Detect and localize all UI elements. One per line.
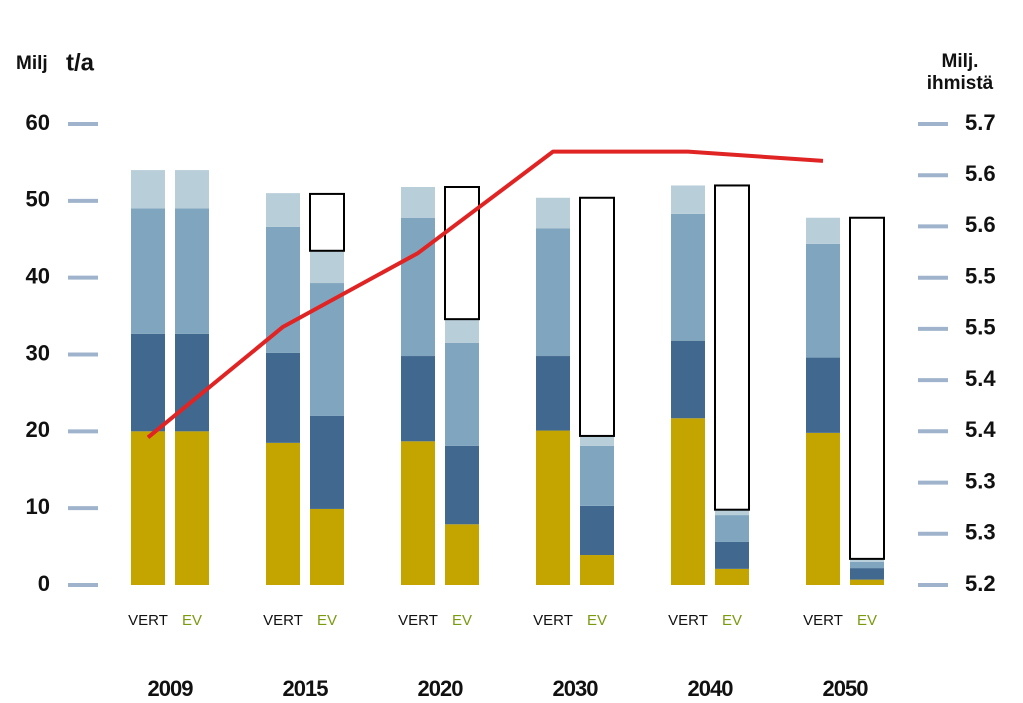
bar-segment — [715, 568, 749, 585]
y2-tick-label: 5.5 — [965, 264, 996, 289]
bar-segment — [310, 508, 344, 585]
bar-segment — [131, 208, 165, 334]
bar-segment — [131, 333, 165, 432]
y2-tick-label: 5.4 — [965, 417, 996, 442]
bar-segment — [175, 170, 209, 209]
y2-tick-label: 5.3 — [965, 520, 996, 545]
x-tick-label: EV — [587, 612, 607, 629]
x-tick-label: EV — [857, 612, 877, 629]
bar-segment — [671, 418, 705, 585]
bar-segment — [310, 283, 344, 416]
group-label: 2020 — [418, 676, 464, 701]
bar-segment — [580, 435, 614, 446]
y-tick-label: 30 — [26, 340, 50, 365]
group-label: 2009 — [148, 676, 194, 701]
bar-segment — [444, 186, 480, 321]
bar-segment — [671, 185, 705, 214]
y2-tick-label: 5.6 — [965, 161, 996, 186]
y2-axis-label: ihmistä — [927, 73, 994, 94]
bar-segment — [850, 561, 884, 569]
bar-segment — [445, 342, 479, 446]
y2-tick-label: 5.2 — [965, 571, 996, 596]
bar-segment — [310, 250, 344, 284]
y-tick-label: 10 — [26, 494, 50, 519]
bar-segment — [806, 432, 840, 585]
y2-tick-label: 5.4 — [965, 366, 996, 391]
x-tick-label: EV — [452, 612, 472, 629]
bar-segment — [266, 226, 300, 353]
y2-tick-label: 5.6 — [965, 212, 996, 237]
group-label: 2050 — [823, 676, 869, 701]
bar-segment — [715, 541, 749, 569]
bar-segment — [401, 441, 435, 585]
x-tick-label: EV — [722, 612, 742, 629]
bar-segment — [536, 228, 570, 357]
bar-segment — [715, 515, 749, 542]
bar-segment — [849, 216, 885, 560]
y2-tick-label: 5.7 — [965, 110, 996, 135]
bar-segment — [715, 509, 749, 516]
bar-segment — [671, 340, 705, 419]
bar-segment — [580, 555, 614, 585]
bar-segment — [401, 217, 435, 357]
y-axis-unit: t/a — [66, 49, 95, 76]
x-tick-label: VERT — [533, 612, 573, 629]
bar-segment — [580, 445, 614, 506]
bar-segment — [850, 568, 884, 580]
bar-segment — [445, 319, 479, 343]
bar-segment — [579, 196, 615, 437]
bar-segment — [445, 445, 479, 525]
y-tick-label: 60 — [26, 110, 50, 135]
bar-segment — [806, 217, 840, 244]
bar-segment — [536, 197, 570, 229]
bar-segment — [175, 431, 209, 585]
group-label: 2015 — [283, 676, 329, 701]
y2-axis-label: Milj. — [942, 51, 979, 72]
x-tick-label: VERT — [803, 612, 843, 629]
y-tick-label: 20 — [26, 417, 50, 442]
x-tick-label: VERT — [263, 612, 303, 629]
bar-segment — [536, 430, 570, 585]
group-label: 2040 — [688, 676, 734, 701]
bar-segment — [310, 415, 344, 509]
bar-segment — [850, 579, 884, 585]
bar-segment — [536, 356, 570, 431]
y2-tick-label: 5.3 — [965, 468, 996, 493]
population-line — [146, 149, 824, 440]
bar-segment — [580, 505, 614, 556]
bar-segment — [850, 558, 884, 562]
bar-segment — [714, 184, 750, 511]
x-tick-label: VERT — [398, 612, 438, 629]
bar-segment — [175, 208, 209, 334]
x-tick-label: VERT — [128, 612, 168, 629]
group-label: 2030 — [553, 676, 599, 701]
bar-segment — [445, 524, 479, 585]
bar-segment — [806, 243, 840, 358]
y-tick-label: 0 — [38, 571, 50, 596]
x-tick-label: VERT — [668, 612, 708, 629]
x-tick-label: EV — [317, 612, 337, 629]
bar-segment — [806, 357, 840, 433]
bar-segment — [309, 192, 345, 252]
y-tick-label: 50 — [26, 187, 50, 212]
bar-segment — [266, 442, 300, 585]
bar-segment — [401, 356, 435, 442]
bar-segment — [266, 193, 300, 227]
bar-segment — [401, 187, 435, 218]
y-tick-label: 40 — [26, 263, 50, 288]
bar-segment — [671, 213, 705, 341]
bar-segment — [131, 431, 165, 585]
bar-segment — [131, 170, 165, 209]
x-tick-label: EV — [182, 612, 202, 629]
y2-tick-label: 5.5 — [965, 315, 996, 340]
bar-segment — [175, 333, 209, 432]
y-axis-label: Milj — [16, 53, 48, 74]
bar-segment — [266, 352, 300, 443]
